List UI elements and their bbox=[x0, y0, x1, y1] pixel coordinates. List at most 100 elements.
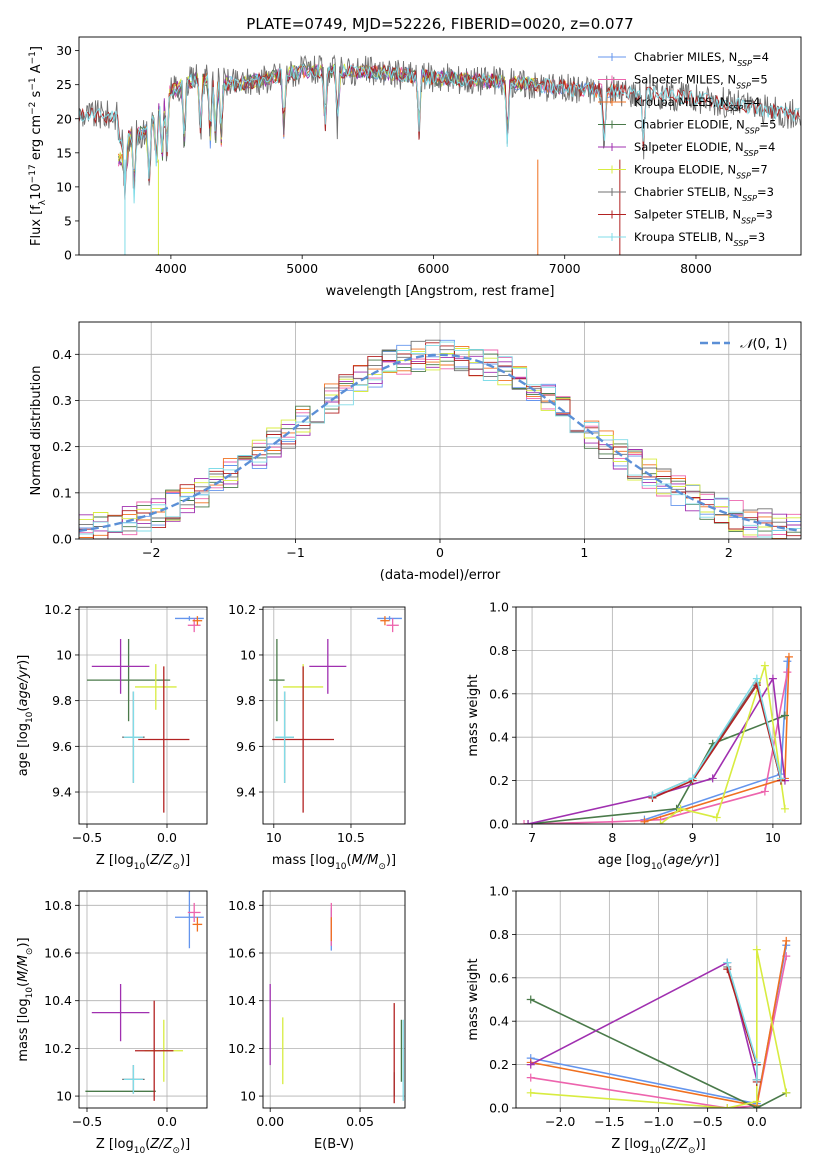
x-tick-label: 8 bbox=[608, 830, 616, 845]
y-tick-label: 10.2 bbox=[44, 1041, 72, 1056]
y-tick-label: 10 bbox=[56, 647, 72, 662]
y-tick-label: 0.3 bbox=[52, 393, 72, 408]
y-tick-label: 10.2 bbox=[228, 602, 256, 617]
weight-marker bbox=[526, 995, 535, 1004]
axes-frame bbox=[78, 36, 802, 256]
spectrum-line bbox=[79, 63, 800, 204]
grid bbox=[263, 607, 405, 824]
x-tick-label: −0.5 bbox=[72, 1114, 102, 1129]
y-tick-label: 10.2 bbox=[44, 602, 72, 617]
axes: 0.00 0.05 10 10.2 10.4 10.6 10.8 bbox=[228, 898, 374, 1129]
x-tick-label: 0.0 bbox=[747, 1114, 767, 1129]
weight-marker bbox=[712, 813, 721, 822]
y-tick-label: 10.4 bbox=[228, 993, 256, 1008]
axes-frame bbox=[78, 606, 208, 825]
weight-marker bbox=[780, 711, 789, 720]
data-layer bbox=[526, 936, 791, 1108]
legend-label: Salpeter ELODIE, NSSP=4 bbox=[634, 140, 775, 158]
y-tick-label: 0.2 bbox=[52, 439, 72, 454]
x-tick-label: 7 bbox=[528, 830, 536, 845]
y-axis-label: mass [log10(M/M⊙)] bbox=[16, 937, 35, 1061]
mass-vs-metallicity-panel: −0.5 0.0 10 10.2 10.4 10.6 10.8 Z [log10(Z/Z⊙)]… bbox=[16, 890, 208, 1156]
y-tick-label: 5 bbox=[64, 213, 72, 228]
y-tick-label: 0.2 bbox=[489, 1057, 509, 1072]
y-axis-label: mass weight bbox=[466, 674, 481, 756]
y-tick-label: 0.1 bbox=[52, 485, 72, 500]
data-layer bbox=[85, 891, 204, 1101]
weight-marker bbox=[784, 652, 793, 661]
histogram-series bbox=[79, 339, 801, 539]
data-layer bbox=[79, 339, 801, 539]
x-axis-label: wavelength [Angstrom, rest frame] bbox=[326, 284, 555, 299]
legend-label: Kroupa STELIB, NSSP=3 bbox=[634, 230, 765, 248]
grid bbox=[263, 891, 405, 1108]
x-tick-label: −1.0 bbox=[643, 1114, 673, 1129]
x-tick-label: 0 bbox=[436, 545, 444, 560]
y-tick-label: 25 bbox=[56, 77, 72, 92]
y-tick-label: 0.6 bbox=[489, 970, 509, 985]
y-tick-label: 10 bbox=[56, 179, 72, 194]
x-tick-label: 9 bbox=[689, 830, 697, 845]
axes: 4000 5000 6000 7000 8000 0 5 10 15 20 25 30 bbox=[56, 43, 712, 276]
y-axis-label: mass weight bbox=[466, 958, 481, 1040]
weight-marker bbox=[783, 657, 792, 666]
y-tick-label: 9.8 bbox=[52, 693, 72, 708]
weight-marker bbox=[768, 674, 777, 683]
axes: −2.0 −1.5 −1.0 −0.5 0.0 0.0 0.2 0.4 0.6 0.8 1.0 bbox=[489, 884, 767, 1130]
y-tick-label: 15 bbox=[56, 145, 72, 160]
plot-area bbox=[79, 54, 801, 255]
data-layer bbox=[87, 616, 204, 813]
weight-marker bbox=[723, 958, 732, 967]
weight-marker bbox=[723, 1104, 732, 1108]
x-axis-label: Z [log10(Z/Z⊙)] bbox=[611, 1137, 705, 1156]
y-axis-label: Flux [fλ10−17 erg cm−2 s−1 A−1] bbox=[28, 46, 48, 246]
x-tick-label: 0.00 bbox=[256, 1114, 284, 1129]
y-tick-label: 1.0 bbox=[489, 600, 509, 615]
x-tick-label: 10.5 bbox=[337, 830, 365, 845]
axes-frame bbox=[515, 606, 802, 825]
y-tick-label: 30 bbox=[56, 43, 72, 58]
axes: 10 10.5 9.4 9.6 9.8 10 10.2 bbox=[228, 602, 365, 845]
x-tick-label: 5000 bbox=[286, 261, 318, 276]
weight-marker bbox=[752, 1058, 761, 1067]
y-tick-label: 1.0 bbox=[489, 884, 509, 899]
x-axis-label: Z [log10(Z/Z⊙)] bbox=[96, 853, 190, 872]
y-tick-label: 10.4 bbox=[44, 993, 72, 1008]
x-axis-label: mass [log10(M/M⊙)] bbox=[272, 853, 396, 872]
weight-marker bbox=[640, 817, 649, 824]
x-axis-label: (data-model)/error bbox=[380, 568, 501, 583]
data-layer bbox=[520, 652, 793, 824]
x-axis-label: Z [log10(Z/Z⊙)] bbox=[96, 1137, 190, 1156]
plot-area bbox=[79, 607, 207, 824]
weight-marker bbox=[776, 774, 785, 783]
weight-marker bbox=[708, 774, 717, 783]
y-tick-label: 0.8 bbox=[489, 927, 509, 942]
axes: −0.5 0.0 9.4 9.6 9.8 10 10.2 bbox=[44, 602, 177, 845]
weight-line bbox=[530, 998, 787, 1108]
y-tick-label: 10.2 bbox=[228, 1041, 256, 1056]
legend-label: Chabrier MILES, NSSP=4 bbox=[634, 50, 769, 68]
weight-vs-metallicity-panel: −2.0 −1.5 −1.0 −0.5 0.0 0.0 0.2 0.4 0.6 0.8 1.0 Z [… bbox=[466, 884, 802, 1156]
weight-marker bbox=[783, 668, 792, 677]
x-tick-label: 10 bbox=[765, 830, 781, 845]
axes: 7 8 9 10 0.0 0.2 0.4 0.6 0.8 1.0 bbox=[489, 600, 781, 846]
y-tick-label: 10.8 bbox=[228, 898, 256, 913]
x-tick-label: −1.5 bbox=[594, 1114, 624, 1129]
mass-vs-extinction-panel: 0.00 0.05 10 10.2 10.4 10.6 10.8 E(B-V) bbox=[228, 890, 406, 1152]
weight-marker bbox=[688, 774, 697, 783]
legend-label: 𝒩(0, 1) bbox=[740, 337, 787, 352]
weight-marker bbox=[780, 804, 789, 813]
axes: −2 −1 0 1 2 0.0 0.1 0.2 0.3 0.4 bbox=[52, 347, 733, 560]
weight-marker bbox=[608, 817, 617, 824]
x-tick-label: 2 bbox=[725, 545, 733, 560]
weight-marker bbox=[782, 1088, 791, 1097]
legend-label: Chabrier ELODIE, NSSP=5 bbox=[634, 118, 776, 136]
weight-marker bbox=[656, 820, 665, 824]
weight-line bbox=[652, 676, 782, 797]
x-tick-label: 4000 bbox=[155, 261, 187, 276]
y-tick-label: 0.0 bbox=[52, 532, 72, 547]
y-tick-label: 9.6 bbox=[236, 739, 256, 754]
weight-marker bbox=[752, 1075, 761, 1084]
weight-line bbox=[527, 714, 786, 824]
axes-frame bbox=[78, 321, 802, 540]
